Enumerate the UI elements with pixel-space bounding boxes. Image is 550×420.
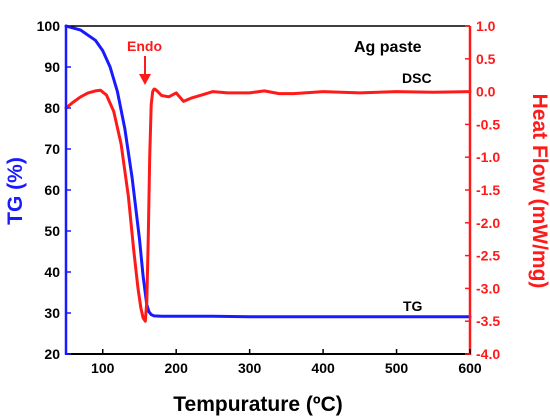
left-tick-label: 70 <box>44 141 60 157</box>
x-tick-label: 500 <box>385 360 409 376</box>
right-tick-label: -3.0 <box>476 280 500 296</box>
endo-annotation: Endo <box>127 38 162 54</box>
tg-series-label: TG <box>403 298 423 314</box>
x-tick-label: 100 <box>91 360 115 376</box>
right-tick-label: -2.0 <box>476 215 500 231</box>
left-tick-label: 20 <box>44 346 60 362</box>
x-tick-label: 600 <box>458 360 482 376</box>
left-tick-label: 100 <box>37 18 61 34</box>
left-tick-label: 60 <box>44 182 60 198</box>
right-tick-label: 0.5 <box>476 51 496 67</box>
x-axis-title: Tempurature (ºC) <box>173 393 342 416</box>
right-axis-title: Heat Flow (mW/mg) <box>528 94 550 289</box>
endo-arrow-icon <box>139 74 151 85</box>
x-tick-label: 300 <box>238 360 262 376</box>
right-tick-label: 0.0 <box>476 84 496 100</box>
x-tick-label: 400 <box>311 360 335 376</box>
chart-title: Ag paste <box>354 39 422 56</box>
left-tick-label: 40 <box>44 264 60 280</box>
left-axis-title: TG (%) <box>4 157 27 225</box>
left-tick-label: 30 <box>44 305 60 321</box>
right-tick-label: -1.5 <box>476 182 500 198</box>
right-tick-label: -2.5 <box>476 248 500 264</box>
left-tick-label: 90 <box>44 59 60 75</box>
x-tick-label: 200 <box>165 360 189 376</box>
right-tick-label: -1.0 <box>476 149 500 165</box>
left-tick-label: 80 <box>44 100 60 116</box>
right-tick-label: -4.0 <box>476 346 500 362</box>
right-tick-label: -3.5 <box>476 313 500 329</box>
left-tick-label: 50 <box>44 223 60 239</box>
dsc-series-label: DSC <box>402 70 432 86</box>
series-line-tg <box>64 24 472 319</box>
right-tick-label: 1.0 <box>476 18 496 34</box>
right-tick-label: -0.5 <box>476 116 500 132</box>
series-line-dsc <box>64 87 472 323</box>
